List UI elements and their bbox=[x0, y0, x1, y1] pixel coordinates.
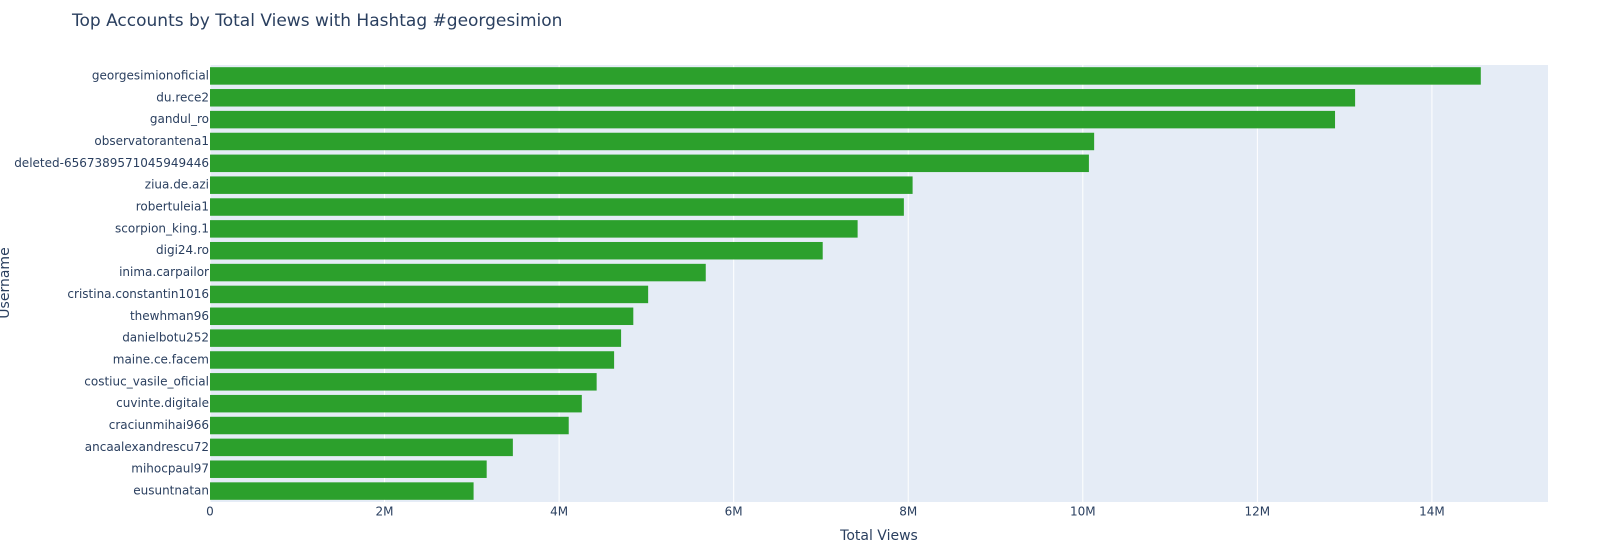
bar bbox=[210, 416, 569, 435]
bar bbox=[210, 460, 487, 478]
bar bbox=[210, 110, 1336, 129]
chart-title: Top Accounts by Total Views with Hashtag… bbox=[71, 11, 562, 31]
bar bbox=[210, 67, 1481, 85]
y-tick-label: ancaalexandrescu72 bbox=[85, 440, 209, 454]
bar bbox=[210, 263, 706, 282]
y-tick-label: observatorantena1 bbox=[94, 134, 209, 148]
bar bbox=[210, 220, 858, 238]
bar bbox=[210, 438, 513, 457]
y-tick-label: digi24.ro bbox=[156, 243, 209, 257]
x-tick-label: 10M bbox=[1070, 505, 1096, 519]
x-tick-label: 4M bbox=[550, 505, 568, 519]
x-axis-title: Total Views bbox=[839, 528, 918, 544]
x-tick-label: 2M bbox=[376, 505, 394, 519]
x-tick-label: 12M bbox=[1245, 505, 1271, 519]
y-tick-label: gandul_ro bbox=[150, 112, 209, 126]
y-tick-label: inima.carpailor bbox=[119, 265, 209, 279]
bar bbox=[210, 89, 1356, 107]
y-tick-label: scorpion_king.1 bbox=[115, 221, 209, 235]
y-tick-label: mihocpaul97 bbox=[131, 462, 209, 476]
bar bbox=[210, 198, 904, 216]
y-tick-label: cuvinte.digitale bbox=[116, 396, 209, 410]
y-tick-label: deleted-6567389571045949446 bbox=[14, 156, 209, 170]
plot-background bbox=[210, 65, 1548, 502]
bar bbox=[210, 132, 1095, 151]
y-tick-label: eusuntnatan bbox=[133, 484, 209, 498]
y-axis-title: Username bbox=[0, 247, 13, 318]
y-tick-label: costiuc_vasile_oficial bbox=[84, 374, 209, 388]
y-tick-label: du.rece2 bbox=[156, 90, 209, 104]
bar bbox=[210, 176, 913, 194]
y-tick-label: thewhman96 bbox=[130, 309, 209, 323]
y-tick-label: robertuleia1 bbox=[136, 200, 209, 214]
y-tick-label: maine.ce.facem bbox=[113, 352, 209, 366]
x-tick-label: 6M bbox=[725, 505, 743, 519]
bar bbox=[210, 307, 634, 326]
x-tick-label: 14M bbox=[1419, 505, 1445, 519]
y-tick-label: cristina.constantin1016 bbox=[67, 287, 209, 301]
y-tick-label: ziua.de.azi bbox=[145, 178, 209, 192]
bar bbox=[210, 285, 649, 304]
x-tick-label: 8M bbox=[899, 505, 917, 519]
bar bbox=[210, 241, 823, 260]
y-tick-label: craciunmihai966 bbox=[109, 418, 209, 432]
y-tick-label: georgesimionoficial bbox=[92, 68, 209, 82]
bar bbox=[210, 329, 622, 347]
bar bbox=[210, 154, 1089, 173]
bar bbox=[210, 351, 615, 369]
bar bbox=[210, 394, 582, 413]
bar bbox=[210, 482, 474, 500]
x-tick-label: 0 bbox=[206, 505, 214, 519]
y-tick-label: danielbotu252 bbox=[122, 331, 209, 345]
bar bbox=[210, 373, 597, 391]
